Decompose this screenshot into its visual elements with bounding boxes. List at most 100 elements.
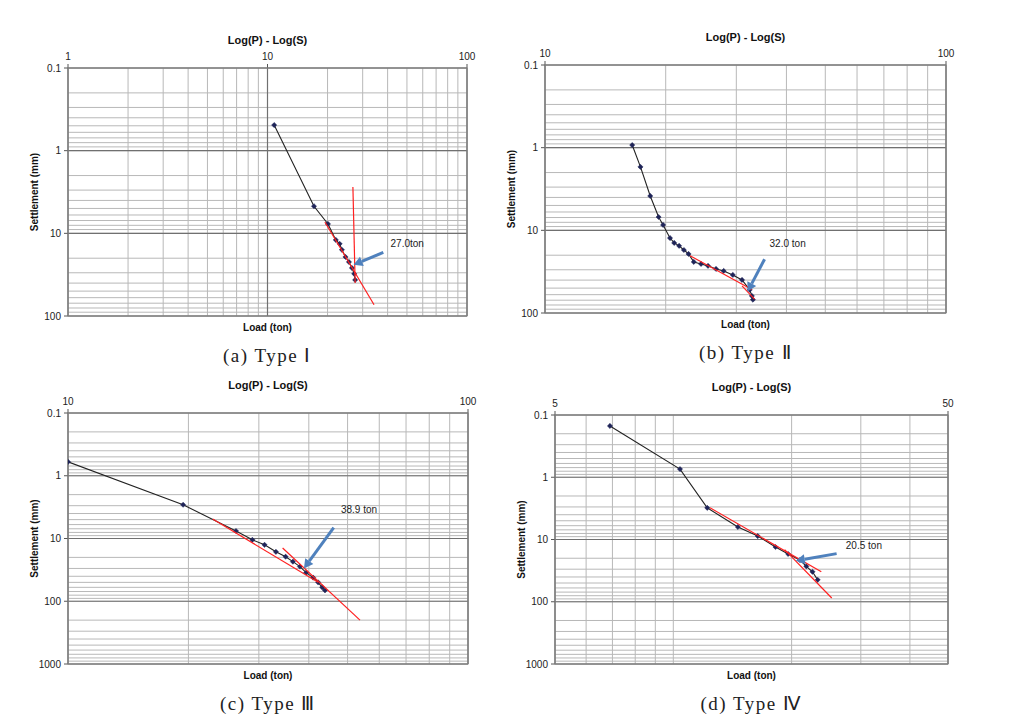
y-tick (551, 415, 555, 416)
annotation-text: 20.5 ton (846, 540, 882, 551)
plot-frame (68, 68, 467, 316)
y-axis-label: Settlement (mm) (516, 500, 527, 578)
panel: 101000.1110100Log(P) - Log(S)Load (ton)S… (506, 31, 955, 364)
minor-grid-line (68, 601, 468, 602)
panel: 101000.11101001000Log(P) - Log(S)Load (t… (29, 379, 477, 715)
y-tick-label: 10 (537, 534, 549, 545)
x-tick-label: 10 (539, 48, 551, 59)
minor-grid-line (555, 620, 948, 621)
minor-grid-line (545, 280, 946, 281)
x-tick-label: 50 (942, 398, 954, 409)
data-point (691, 259, 696, 264)
x-tick-label: 10 (62, 396, 74, 407)
minor-grid-line (447, 68, 448, 316)
arrow-head (354, 257, 364, 266)
y-tick (64, 475, 68, 476)
y-tick (541, 147, 545, 148)
y-grid-line (68, 538, 468, 539)
series-line (610, 426, 818, 580)
x-tick-label: 100 (460, 396, 477, 407)
y-tick-label: 1 (542, 472, 548, 483)
annotation-arrow (354, 252, 384, 265)
data-group (272, 122, 374, 304)
y-tick (551, 601, 555, 602)
minor-grid-line (68, 639, 468, 640)
minor-grid-line (68, 587, 468, 588)
minor-grid-line (327, 68, 328, 316)
minor-grid-line (68, 150, 467, 151)
minor-grid-line (555, 463, 948, 464)
x-tick-label: 100 (459, 51, 476, 62)
annotation-arrow (796, 554, 837, 565)
minor-grid-line (545, 288, 946, 289)
x-axis-label: Load (ton) (244, 670, 293, 681)
y-tick (64, 68, 68, 69)
x-tick-label: 10 (262, 51, 274, 62)
minor-grid-line (545, 217, 946, 218)
minor-grid-line (545, 122, 946, 123)
minor-grid-line (555, 639, 948, 640)
minor-grid-line (68, 528, 468, 529)
minor-grid-line (927, 65, 928, 313)
minor-grid-line (545, 309, 946, 310)
data-group (630, 142, 756, 302)
annotation-arrow (304, 528, 334, 569)
minor-grid-line (545, 172, 946, 173)
chart-canvas: 1101000.1110100Log(P) - Log(S)Load (ton)… (0, 0, 1010, 724)
data-point (810, 569, 815, 574)
minor-grid-line (68, 450, 468, 451)
minor-grid-line (555, 595, 948, 596)
data-point (630, 142, 635, 147)
y-tick-label: 10 (50, 533, 62, 544)
minor-grid-line (545, 104, 946, 105)
figure: 1101000.1110100Log(P) - Log(S)Load (ton)… (0, 0, 1010, 724)
minor-grid-line (436, 68, 437, 316)
y-tick-label: 100 (44, 596, 61, 607)
data-group (607, 423, 831, 598)
x-tick-label: 100 (938, 48, 955, 59)
data-point (648, 193, 653, 198)
y-tick (551, 477, 555, 478)
minor-grid-line (907, 65, 908, 313)
minor-grid-line (736, 65, 737, 313)
minor-grid-line (128, 68, 129, 316)
minor-grid-line (665, 65, 666, 313)
y-tick (541, 313, 545, 314)
plot-frame (545, 65, 946, 313)
data-point (656, 214, 661, 219)
y-tick-label: 1 (55, 145, 61, 156)
annotation-text: 27.0ton (391, 238, 424, 249)
minor-grid-line (545, 147, 946, 148)
minor-grid-line (68, 568, 468, 569)
y-tick (541, 65, 545, 66)
series-line (632, 145, 753, 300)
minor-grid-line (883, 65, 884, 313)
series-line (283, 548, 360, 620)
minor-grid-line (68, 505, 468, 506)
y-tick-label: 100 (531, 596, 548, 607)
minor-grid-line (555, 601, 948, 602)
minor-grid-line (545, 197, 946, 198)
y-tick-label: 1 (532, 142, 538, 153)
panel: 5500.11101001000Log(P) - Log(S)Load (ton… (516, 381, 954, 715)
y-tick-label: 1 (55, 470, 61, 481)
data-point (273, 549, 278, 554)
y-grid-line (68, 601, 468, 602)
minor-grid-line (68, 472, 468, 473)
minor-grid-line (545, 294, 946, 295)
minor-grid-line (68, 456, 468, 457)
minor-grid-line (68, 519, 468, 520)
minor-grid-line (68, 538, 468, 539)
caption: (a) Type Ⅰ (223, 345, 312, 367)
minor-grid-line (545, 205, 946, 206)
series-line (690, 256, 752, 290)
minor-grid-line (68, 233, 467, 234)
minor-grid-line (68, 620, 468, 621)
minor-grid-line (555, 598, 948, 599)
minor-grid-line (457, 68, 458, 316)
minor-grid-line (555, 467, 948, 468)
minor-grid-line (68, 557, 468, 558)
minor-grid-line (545, 134, 946, 135)
minor-grid-line (422, 68, 423, 316)
minor-grid-line (555, 433, 948, 434)
